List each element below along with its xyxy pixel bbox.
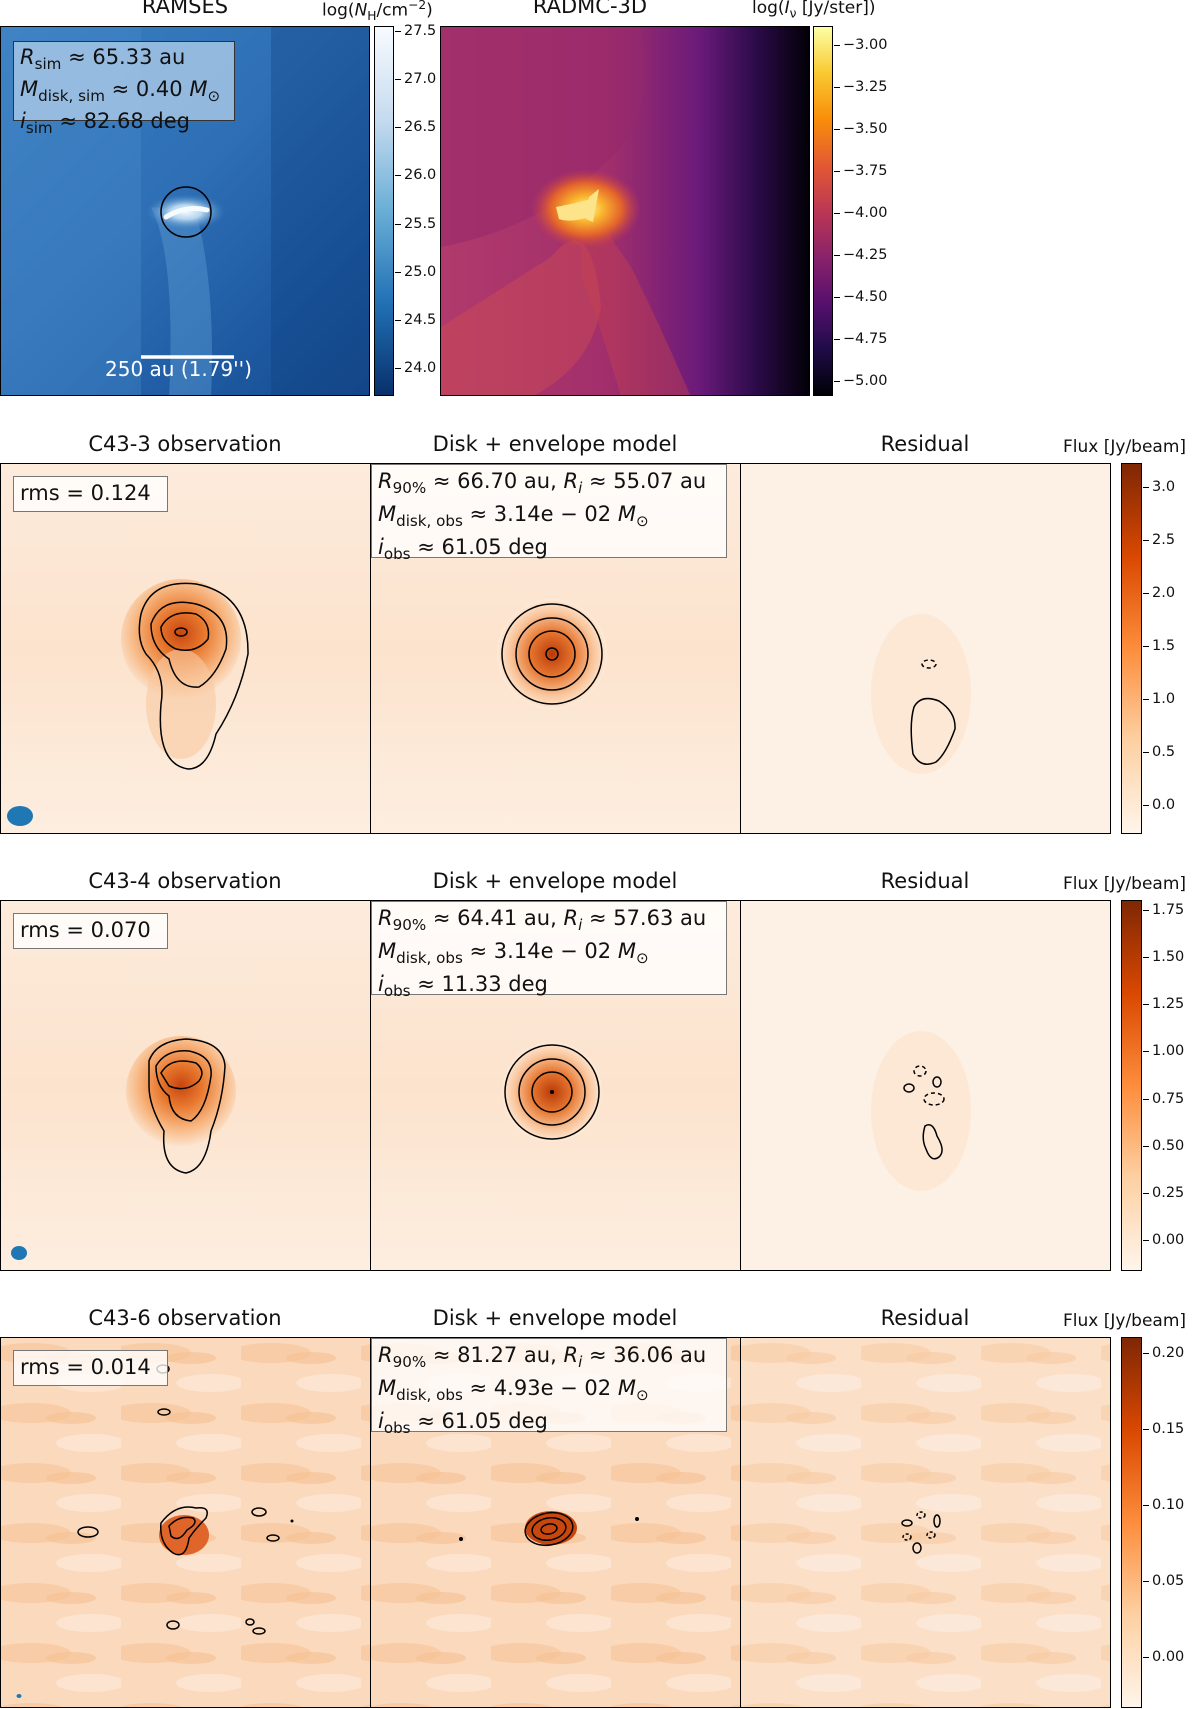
m-disk-sim-label: Mdisk, sim ≈ 0.40 M⊙	[20, 77, 221, 106]
row3-resid-title: Residual	[880, 1306, 970, 1330]
row3-model-title: Disk + envelope model	[432, 1306, 678, 1330]
r-sim-label: Rsim ≈ 65.33 au	[20, 45, 186, 74]
row1-resid-title: Residual	[880, 432, 970, 456]
r90-label: R90% ≈ 64.41 au, Ri ≈ 57.63 au	[378, 906, 707, 935]
row2-obs-title: C43-4 observation	[88, 869, 282, 893]
m-disk-obs-label: Mdisk, obs ≈ 3.14e − 02 M⊙	[378, 502, 649, 531]
row2-resid-title: Residual	[880, 869, 970, 893]
radmc-colorbar-label: log(Iν [Jy/ster])	[752, 0, 876, 21]
i-obs-label: iobs ≈ 11.33 deg	[378, 972, 548, 1001]
row1-residual-map	[740, 463, 1111, 834]
row1-colorbar	[1121, 463, 1142, 834]
disk-radius-circle	[160, 186, 212, 238]
m-disk-obs-label: Mdisk, obs ≈ 4.93e − 02 M⊙	[378, 1376, 649, 1405]
radmc-colorbar	[813, 26, 833, 396]
beam-ellipse	[11, 1246, 27, 1260]
row2-model-info-box: R90% ≈ 64.41 au, Ri ≈ 57.63 au Mdisk, ob…	[371, 901, 727, 1001]
row1-rms-box: rms = 0.124	[13, 476, 168, 512]
m-disk-obs-label: Mdisk, obs ≈ 3.14e − 02 M⊙	[378, 939, 649, 968]
scalebar-label: 250 au (1.79'')	[105, 357, 252, 381]
ramses-info-box: Rsim ≈ 65.33 au Mdisk, sim ≈ 0.40 M⊙ isi…	[13, 41, 235, 138]
row3-obs-title: C43-6 observation	[88, 1306, 282, 1330]
row1-model-info-box: R90% ≈ 66.70 au, Ri ≈ 55.07 au Mdisk, ob…	[371, 464, 727, 564]
row1-observation-map: rms = 0.124	[0, 463, 371, 834]
row3-rms-box: rms = 0.014	[13, 1350, 168, 1386]
r90-label: R90% ≈ 66.70 au, Ri ≈ 55.07 au	[378, 469, 707, 498]
row2-residual-map	[740, 900, 1111, 1271]
row2-model-map: R90% ≈ 64.41 au, Ri ≈ 57.63 au Mdisk, ob…	[370, 900, 741, 1271]
ramses-colorbar	[374, 26, 394, 396]
row2-colorbar	[1121, 900, 1142, 1271]
radmc-intensity-map	[440, 26, 810, 396]
ramses-title: RAMSES	[141, 0, 229, 18]
i-obs-label: iobs ≈ 61.05 deg	[378, 535, 548, 564]
row1-model-map: R90% ≈ 66.70 au, Ri ≈ 55.07 au Mdisk, ob…	[370, 463, 741, 834]
row3-colorbar-title: Flux [Jy/beam]	[1063, 1311, 1187, 1331]
beam-ellipse	[7, 806, 33, 826]
row1-obs-title: C43-3 observation	[88, 432, 282, 456]
row3-model-map: R90% ≈ 81.27 au, Ri ≈ 36.06 au Mdisk, ob…	[370, 1337, 741, 1708]
row3-observation-map: rms = 0.014	[0, 1337, 371, 1708]
radmc-title: RADMC-3D	[532, 0, 648, 18]
beam-ellipse	[16, 1694, 22, 1698]
ramses-column-density-map: Rsim ≈ 65.33 au Mdisk, sim ≈ 0.40 M⊙ isi…	[0, 26, 370, 396]
row1-colorbar-title: Flux [Jy/beam]	[1063, 437, 1187, 457]
row1-model-title: Disk + envelope model	[432, 432, 678, 456]
row3-colorbar	[1121, 1337, 1142, 1708]
i-sim-label: isim ≈ 82.68 deg	[20, 109, 190, 138]
row3-model-info-box: R90% ≈ 81.27 au, Ri ≈ 36.06 au Mdisk, ob…	[371, 1338, 727, 1438]
i-obs-label: iobs ≈ 61.05 deg	[378, 1409, 548, 1438]
row2-colorbar-title: Flux [Jy/beam]	[1063, 874, 1187, 894]
row2-model-title: Disk + envelope model	[432, 869, 678, 893]
row3-residual-map	[740, 1337, 1111, 1708]
ramses-colorbar-label: log(NH/cm−2)	[322, 0, 433, 24]
row2-rms-box: rms = 0.070	[13, 913, 168, 949]
row2-observation-map: rms = 0.070	[0, 900, 371, 1271]
r90-label: R90% ≈ 81.27 au, Ri ≈ 36.06 au	[378, 1343, 707, 1372]
